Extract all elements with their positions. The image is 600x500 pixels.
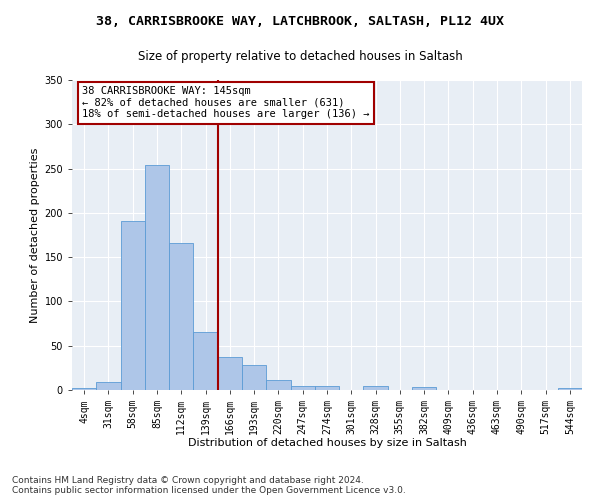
Bar [558, 388, 582, 390]
Bar [364, 386, 388, 390]
Bar [412, 388, 436, 390]
Bar [315, 386, 339, 390]
X-axis label: Distribution of detached houses by size in Saltash: Distribution of detached houses by size … [188, 438, 466, 448]
Text: Contains HM Land Registry data © Crown copyright and database right 2024.: Contains HM Land Registry data © Crown c… [12, 476, 364, 485]
Y-axis label: Number of detached properties: Number of detached properties [30, 148, 40, 322]
Bar [290, 386, 315, 390]
Bar [266, 380, 290, 390]
Text: Size of property relative to detached houses in Saltash: Size of property relative to detached ho… [137, 50, 463, 63]
Text: 38, CARRISBROOKE WAY, LATCHBROOK, SALTASH, PL12 4UX: 38, CARRISBROOKE WAY, LATCHBROOK, SALTAS… [96, 15, 504, 28]
Text: 38 CARRISBROOKE WAY: 145sqm
← 82% of detached houses are smaller (631)
18% of se: 38 CARRISBROOKE WAY: 145sqm ← 82% of det… [82, 86, 370, 120]
Bar [96, 382, 121, 390]
Bar [193, 332, 218, 390]
Bar [145, 165, 169, 390]
Bar [242, 365, 266, 390]
Bar [121, 221, 145, 390]
Text: Contains public sector information licensed under the Open Government Licence v3: Contains public sector information licen… [12, 486, 406, 495]
Bar [218, 357, 242, 390]
Bar [169, 243, 193, 390]
Bar [72, 388, 96, 390]
